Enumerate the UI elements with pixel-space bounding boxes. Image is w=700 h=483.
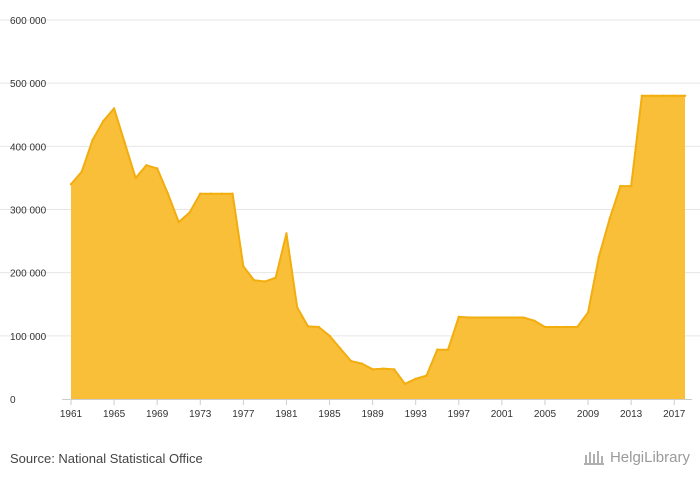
data-point <box>457 315 460 319</box>
data-point <box>155 167 159 170</box>
x-tick-label: 2013 <box>620 409 643 420</box>
y-tick-label: 200 000 <box>10 269 47 280</box>
data-point <box>608 217 611 221</box>
data-point <box>102 119 105 123</box>
brand-logo[interactable]: HelgiLibrary <box>583 448 690 466</box>
data-point <box>586 311 590 314</box>
y-tick-label: 400 000 <box>10 142 47 153</box>
data-point <box>673 94 676 98</box>
x-tick-label: 1961 <box>60 409 83 420</box>
x-tick-label: 2001 <box>491 409 514 420</box>
data-point <box>349 359 353 363</box>
x-tick-label: 1989 <box>361 409 384 420</box>
data-point <box>640 94 644 98</box>
data-point <box>576 325 579 329</box>
data-point <box>231 192 234 195</box>
data-point <box>252 279 256 282</box>
brand-name: HelgiLibrary <box>609 448 690 466</box>
data-point <box>468 316 471 319</box>
data-point <box>532 319 536 322</box>
data-point <box>317 325 320 329</box>
data-point <box>425 374 428 377</box>
data-point <box>619 184 622 188</box>
data-point <box>565 325 568 329</box>
data-point <box>554 325 557 329</box>
data-point <box>306 325 310 328</box>
data-point <box>188 211 191 214</box>
data-point <box>683 94 687 98</box>
data-point <box>177 220 180 224</box>
x-tick-label: 2005 <box>534 409 557 420</box>
y-axis: 0 100 000 200 000 300 000 400 000 500 000 600 … <box>10 16 47 406</box>
data-point <box>242 265 245 268</box>
x-tick-label: 2017 <box>663 409 686 420</box>
y-tick-label: 100 000 <box>10 332 47 343</box>
x-tick-label: 1985 <box>318 409 341 420</box>
data-point <box>69 183 73 186</box>
y-tick-label: 600 000 <box>10 16 47 27</box>
data-point <box>662 94 665 98</box>
data-point <box>91 138 94 142</box>
data-point <box>296 306 299 309</box>
x-tick-label: 1977 <box>232 409 255 420</box>
data-point <box>479 316 482 319</box>
data-point <box>199 192 202 195</box>
data-point <box>629 184 633 188</box>
data-point <box>285 232 288 235</box>
data-point <box>522 316 525 319</box>
y-tick-label: 500 000 <box>10 79 47 90</box>
area-chart: 0 100 000 200 000 300 000 400 000 500 000 600 … <box>0 16 700 420</box>
data-point <box>414 377 417 380</box>
x-tick-label: 1969 <box>146 409 169 420</box>
data-point <box>392 368 396 371</box>
area-line <box>70 94 685 385</box>
x-tick-label: 2009 <box>577 409 600 420</box>
data-point <box>511 316 514 319</box>
data-point <box>436 348 439 351</box>
data-point <box>339 347 342 350</box>
data-point <box>112 107 116 110</box>
x-tick-label: 1973 <box>189 409 212 420</box>
data-point <box>543 325 547 329</box>
data-point <box>382 367 385 370</box>
data-point <box>489 316 493 319</box>
data-point <box>123 141 127 145</box>
data-point <box>371 368 374 371</box>
data-point <box>166 192 170 195</box>
series-area <box>69 94 687 400</box>
data-point <box>220 192 224 195</box>
data-point <box>651 94 654 98</box>
data-point <box>328 334 331 338</box>
y-tick-label: 0 <box>10 395 16 406</box>
x-tick-label: 1965 <box>103 409 126 420</box>
data-point <box>80 170 83 173</box>
source-note: Source: National Statistical Office <box>10 451 203 466</box>
data-point <box>500 316 504 319</box>
data-point <box>360 362 364 365</box>
data-point <box>446 348 450 351</box>
x-axis: 1961 1965 1969 1973 1977 1981 1985 1989 1993 1997… <box>60 399 692 420</box>
data-point <box>263 280 267 283</box>
data-point <box>134 176 137 180</box>
x-tick-label: 1993 <box>405 409 428 420</box>
library-icon <box>583 451 604 465</box>
y-tick-label: 300 000 <box>10 206 47 217</box>
data-point <box>274 276 277 279</box>
data-point <box>209 192 213 195</box>
data-point <box>403 382 407 386</box>
data-point <box>145 164 148 167</box>
footer: Source: National Statistical Office Helg… <box>0 440 700 483</box>
x-tick-label: 1981 <box>275 409 298 420</box>
area-fill <box>71 95 685 400</box>
x-tick-label: 1997 <box>448 409 471 420</box>
data-point <box>597 255 601 259</box>
